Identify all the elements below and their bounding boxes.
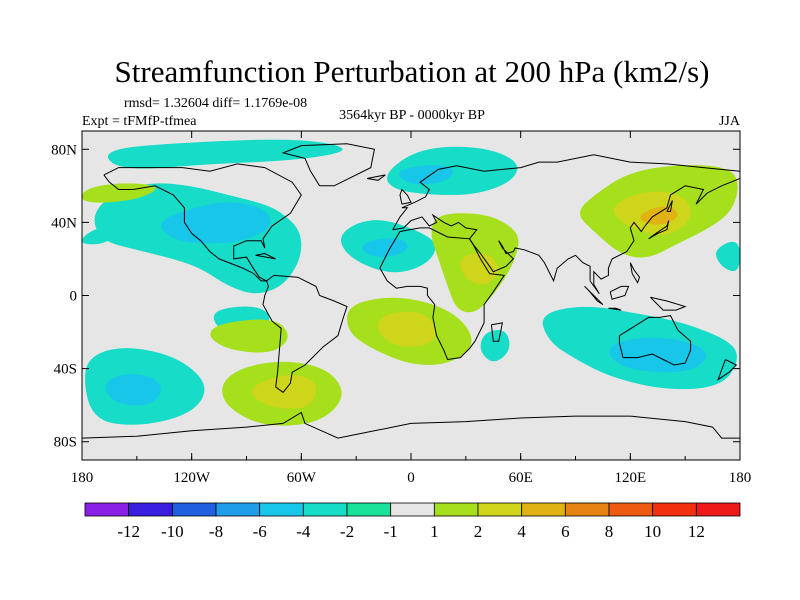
coastline-14 xyxy=(629,262,641,284)
colorbar-box-12 xyxy=(608,502,654,517)
colorbar-label-12: 10 xyxy=(644,522,661,541)
coastline-16 xyxy=(717,359,738,381)
coastline-12 xyxy=(609,285,630,300)
coastline-10 xyxy=(584,286,604,306)
colorbar-label-11: 8 xyxy=(605,522,614,541)
colorbar-box-14 xyxy=(695,502,741,517)
colorbar-box-3 xyxy=(215,502,261,517)
colorbar-label-9: 4 xyxy=(517,522,526,541)
contour-region-level-2 xyxy=(210,319,288,353)
contour-region-level-neg2 xyxy=(82,228,115,245)
period-text: 3564kyr BP - 0000kyr BP xyxy=(339,108,485,123)
x-axis: 180 120W 60W 0 60E 120E 180 xyxy=(71,131,752,486)
colorbar-label-0: -12 xyxy=(117,522,140,541)
coastline-17 xyxy=(255,252,276,260)
colorbar-box-10 xyxy=(521,502,566,517)
colorbar-label-3: -6 xyxy=(253,522,267,541)
coastline-19 xyxy=(666,200,673,212)
colorbar-box-2 xyxy=(171,502,217,517)
x-tick-label-3: 0 xyxy=(407,470,415,486)
colorbar-box-7 xyxy=(390,502,435,517)
colorbar-box-1 xyxy=(128,502,173,517)
colorbar-label-6: -1 xyxy=(384,522,398,541)
contour-region-level-neg4 xyxy=(362,238,408,257)
colorbar-box-0 xyxy=(84,502,130,517)
experiment-text: Expt = tFMfP-tfmea xyxy=(82,114,197,129)
contour-region-level-4 xyxy=(377,311,436,347)
coastline-2 xyxy=(392,154,740,230)
contour-region-level-neg4 xyxy=(161,202,271,244)
coastline-6 xyxy=(82,411,740,439)
coastline-0 xyxy=(103,163,302,282)
colorbar-box-8 xyxy=(433,502,479,517)
contour-region-level-neg2 xyxy=(716,241,740,272)
coastline-15 xyxy=(490,322,504,342)
x-tick-label-1: 120W xyxy=(173,470,211,486)
contour-region-level-neg2 xyxy=(107,139,343,169)
colorbar-box-13 xyxy=(652,502,697,517)
x-tick-label-5: 120E xyxy=(614,470,646,486)
colorbar: -12 -10 -8 -6 -4 -2 -1 1 2 4 6 8 10 12 xyxy=(84,502,741,541)
x-tick-label-4: 60E xyxy=(509,470,533,486)
y-tick-label-2: 0 xyxy=(70,289,78,305)
y-tick-label-1: 40N xyxy=(51,215,77,231)
coastline-5 xyxy=(618,315,692,366)
coastline-13 xyxy=(650,296,687,311)
colorbar-label-5: -2 xyxy=(340,522,354,541)
x-tick-label-2: 60W xyxy=(287,470,317,486)
y-axis: 80N 40N 0 40S 80S xyxy=(51,142,740,451)
contour-region-level-neg2 xyxy=(480,329,510,362)
colorbar-box-5 xyxy=(302,502,348,517)
coastline-18 xyxy=(367,174,386,181)
colorbar-box-9 xyxy=(477,502,523,517)
y-tick-label-3: 40S xyxy=(54,362,77,378)
colorbar-box-11 xyxy=(564,502,610,517)
contour-region-level-neg4 xyxy=(105,374,161,406)
map-panel xyxy=(82,131,740,460)
stats-text: rmsd= 1.32604 diff= 1.1769e-08 xyxy=(124,96,307,111)
coastline-4 xyxy=(379,227,506,361)
colorbar-label-8: 2 xyxy=(474,522,483,541)
coastline-1 xyxy=(262,274,348,394)
colorbar-label-1: -10 xyxy=(161,522,184,541)
contour-region-level-4 xyxy=(460,252,499,285)
coastline-3 xyxy=(392,178,740,294)
contour-region-level-2 xyxy=(82,183,156,203)
coastline-8 xyxy=(399,188,412,205)
contour-region-level-neg4 xyxy=(398,165,454,185)
contour-region-level-4 xyxy=(252,375,317,409)
y-tick-label-4: 80S xyxy=(54,435,77,451)
chart-title: Streamfunction Perturbation at 200 hPa (… xyxy=(115,54,710,89)
season-text: JJA xyxy=(719,114,741,129)
colorbar-label-10: 6 xyxy=(561,522,570,541)
x-tick-label-0: 180 xyxy=(71,470,94,486)
colorbar-label-4: -4 xyxy=(296,522,311,541)
y-tick-label-0: 80N xyxy=(51,142,77,158)
coastline-11 xyxy=(608,307,622,311)
coastline-7 xyxy=(281,143,375,187)
colorbar-label-7: 1 xyxy=(430,522,439,541)
colorbar-label-13: 12 xyxy=(688,522,705,541)
coastline-9 xyxy=(648,220,670,240)
x-tick-label-6: 180 xyxy=(729,470,752,486)
colorbar-box-6 xyxy=(346,502,392,517)
colorbar-box-4 xyxy=(259,502,304,517)
coastlines xyxy=(82,143,740,439)
colorbar-label-2: -8 xyxy=(209,522,223,541)
